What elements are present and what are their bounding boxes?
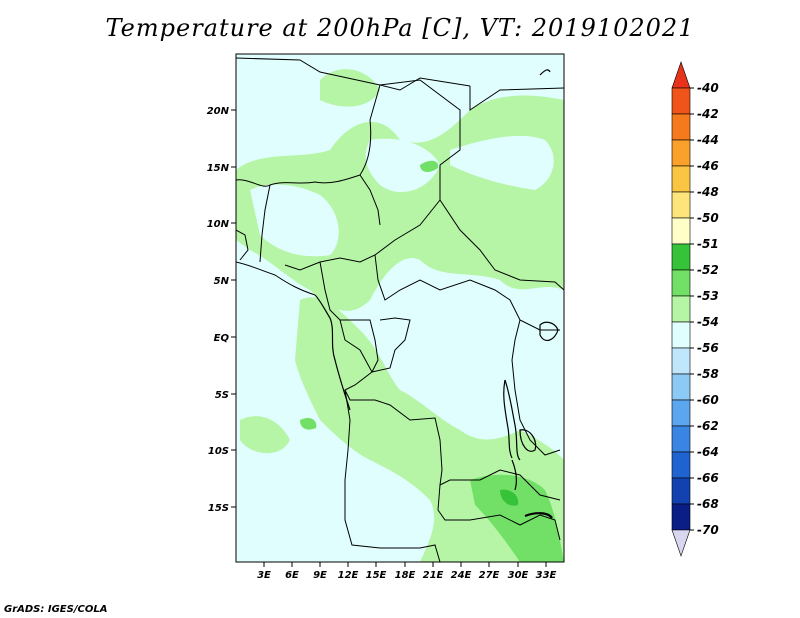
colorbar-swatch: [671, 87, 691, 115]
colorbar: -40 -42 -44 -46 -48 -50 -51 -52 -53 -54 -56 -58 -60 -…: [671, 61, 719, 557]
colorbar-swatch: [671, 451, 691, 479]
lon-label-3e: 3E: [257, 570, 271, 581]
lon-label-15e: 15E: [366, 570, 387, 581]
lon-label-30e: 30E: [508, 570, 529, 581]
coastlines-lakes: [314, 69, 559, 519]
temperature-field: [236, 69, 564, 562]
colorbar-swatch: [671, 191, 691, 219]
colorbar-swatch: [671, 113, 691, 141]
lat-label-10s: 10S: [208, 446, 229, 457]
lat-label-eq: EQ: [214, 333, 230, 344]
colorbar-swatch: [671, 425, 691, 453]
colorbar-swatch: [671, 165, 691, 193]
latitude-axis: [231, 109, 236, 508]
colorbar-label: -70: [697, 523, 719, 537]
colorbar-label: -68: [697, 497, 719, 511]
lon-label-6e: 6E: [285, 570, 299, 581]
longitude-axis: [263, 562, 547, 567]
lon-label-27e: 27E: [479, 570, 500, 581]
colorbar-label: -56: [697, 341, 719, 355]
lon-label-9e: 9E: [313, 570, 327, 581]
lon-label-12e: 12E: [338, 570, 359, 581]
colorbar-swatch: [671, 347, 691, 375]
colorbar-swatch: [671, 217, 691, 245]
lon-label-24e: 24E: [451, 570, 472, 581]
colorbar-swatch: [671, 295, 691, 323]
lat-label-20n: 20N: [207, 106, 230, 117]
lat-label-5s: 5S: [215, 390, 229, 401]
country-borders: [236, 57, 564, 562]
colorbar-swatch: [671, 269, 691, 297]
colorbar-label: -44: [697, 133, 719, 147]
colorbar-label: -46: [697, 159, 719, 173]
map-title: Temperature at 200hPa [C], VT: 201910202…: [105, 14, 695, 42]
lon-label-21e: 21E: [423, 570, 444, 581]
lon-label-33e: 33E: [536, 570, 557, 581]
colorbar-swatch: [671, 373, 691, 401]
colorbar-label: -42: [697, 107, 719, 121]
lat-label-10n: 10N: [207, 219, 230, 230]
colorbar-label: -52: [697, 263, 719, 277]
lat-label-15s: 15S: [208, 503, 229, 514]
colorbar-label: -66: [697, 471, 719, 485]
lon-label-18e: 18E: [395, 570, 416, 581]
colorbar-label: -54: [697, 315, 719, 329]
colorbar-swatch: [671, 139, 691, 167]
colorbar-swatch: [671, 399, 691, 427]
colorbar-label: -48: [697, 185, 719, 199]
colorbar-cap-top: [671, 61, 691, 89]
colorbar-swatch: [671, 503, 691, 531]
map-frame: [235, 53, 565, 563]
colorbar-cap-bottom: [671, 529, 691, 557]
colorbar-label: -60: [697, 393, 719, 407]
colorbar-label: -51: [697, 237, 719, 251]
grads-credit: GrADS: IGES/COLA: [4, 604, 108, 615]
colorbar-label: -40: [697, 81, 719, 95]
colorbar-label: -64: [697, 445, 719, 459]
lat-label-15n: 15N: [207, 163, 230, 174]
colorbar-label: -58: [697, 367, 719, 381]
colorbar-swatch: [671, 477, 691, 505]
lat-label-5n: 5N: [214, 276, 230, 287]
colorbar-label: -53: [697, 289, 719, 303]
colorbar-swatch: [671, 243, 691, 271]
colorbar-swatch: [671, 321, 691, 349]
colorbar-label: -62: [697, 419, 719, 433]
colorbar-label: -50: [697, 211, 719, 225]
